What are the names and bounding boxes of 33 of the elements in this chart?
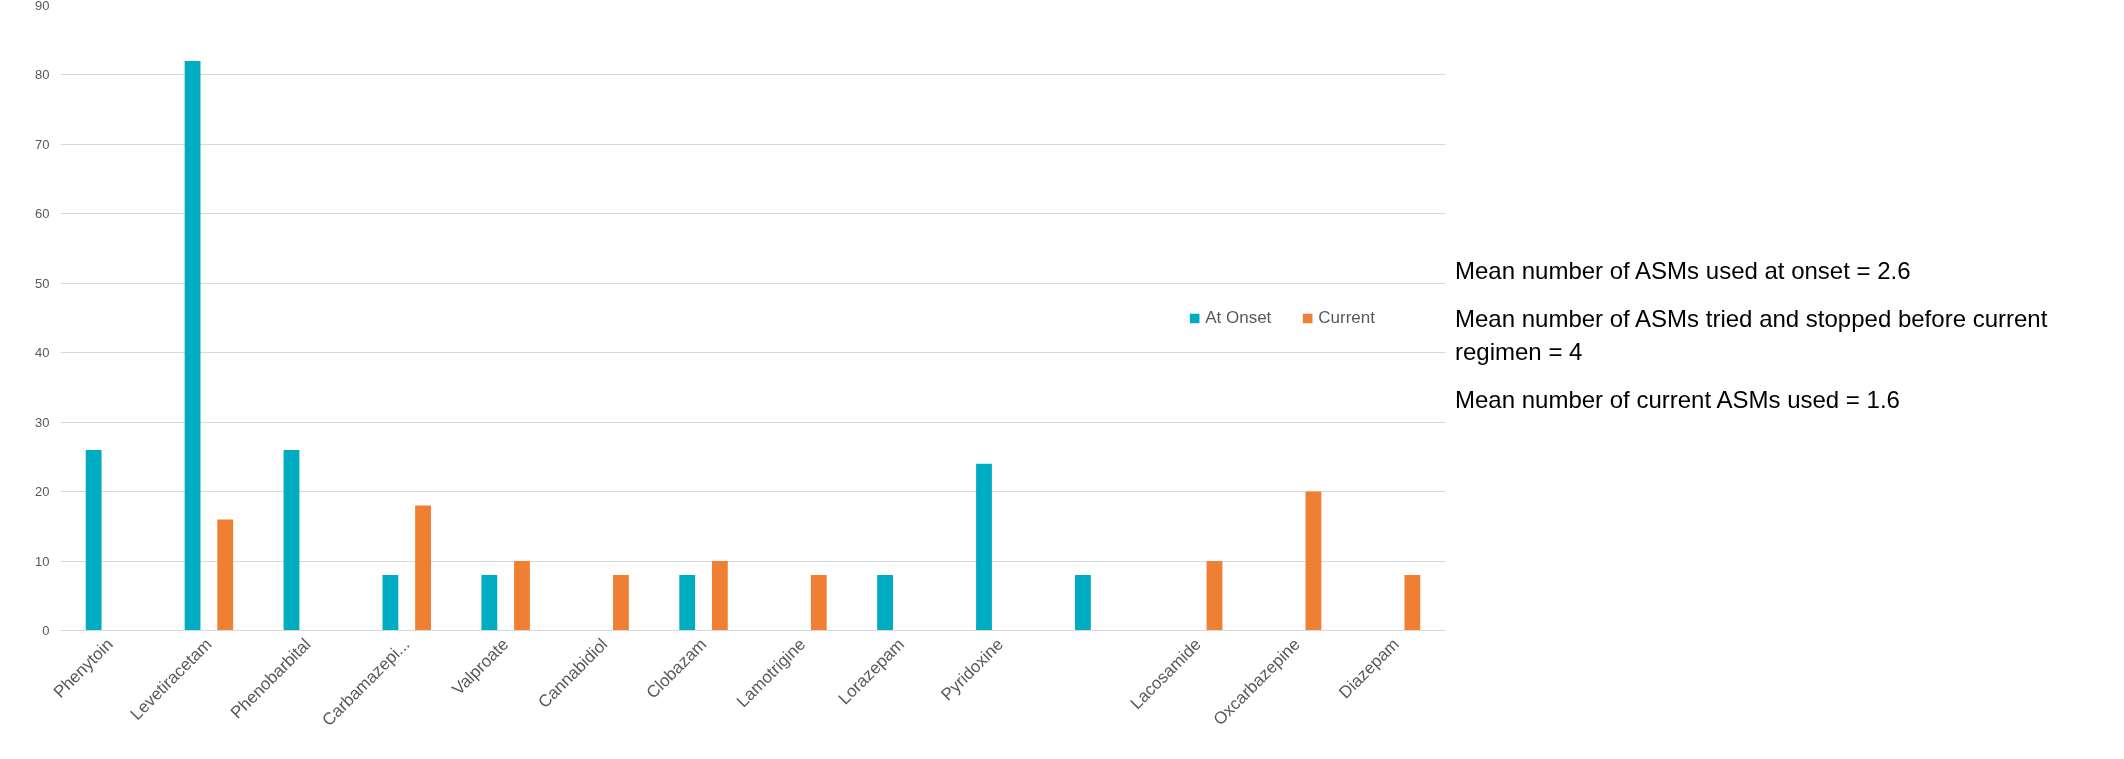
- bar: [382, 574, 399, 631]
- y-tick-label: 30: [35, 414, 50, 430]
- text: Mean number of current ASMs used = 1.6: [1455, 385, 1901, 416]
- bar: [711, 561, 728, 631]
- y-tick-label: 20: [35, 484, 50, 500]
- bar: [976, 463, 992, 631]
- legend-label: At Onset: [1205, 307, 1272, 328]
- y-tick-label: 90: [35, 0, 50, 13]
- bar: [184, 61, 201, 631]
- bar: [283, 449, 300, 631]
- y-tick-label: 60: [35, 206, 50, 222]
- bar: [877, 574, 893, 631]
- bar: [481, 574, 498, 631]
- bar: [613, 574, 629, 631]
- y-tick-label: 40: [35, 345, 50, 361]
- bar: [810, 574, 827, 631]
- y-tick-label: 70: [35, 136, 50, 152]
- text: Mean number of ASMs tried and stopped before current regimen = 4: [1455, 304, 2049, 367]
- bar: [1206, 561, 1223, 631]
- bar: [415, 505, 431, 631]
- legend-label: Current: [1318, 307, 1375, 328]
- y-tick-label: 10: [35, 553, 50, 569]
- bar: [217, 519, 234, 631]
- y-tick-label: 80: [35, 67, 50, 83]
- bar: [1075, 574, 1091, 631]
- bar: [85, 449, 102, 631]
- text: Mean number of ASMs used at onset = 2.6: [1455, 256, 1912, 286]
- bar: [1404, 574, 1421, 631]
- bar: [1305, 491, 1322, 631]
- y-tick-label: 0: [42, 623, 50, 638]
- bar: [679, 574, 696, 631]
- y-tick-label: 50: [35, 275, 50, 291]
- bar: [514, 561, 530, 631]
